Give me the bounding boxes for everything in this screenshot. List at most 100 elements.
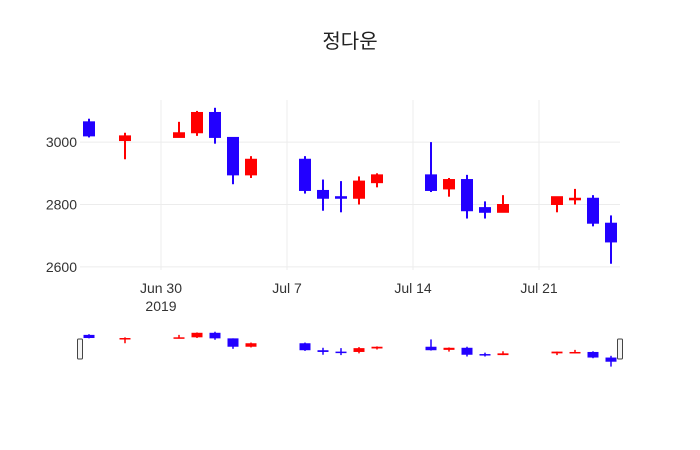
- slider-candle-body: [425, 346, 437, 351]
- slider-candle-body: [227, 338, 239, 347]
- slider-candle: [461, 346, 473, 357]
- slider-candle-body: [353, 348, 365, 352]
- slider-candle: [317, 347, 329, 355]
- candle: [83, 118, 95, 138]
- candle: [245, 156, 257, 178]
- candles: [83, 107, 617, 264]
- candle-body: [587, 197, 599, 224]
- slider-candle: [353, 347, 365, 354]
- candle: [191, 110, 203, 136]
- y-tick-label: 2800: [46, 196, 77, 212]
- candle-body: [299, 158, 311, 191]
- slider-candle: [497, 351, 509, 356]
- slider-candle: [443, 347, 455, 352]
- candle-body: [371, 174, 383, 184]
- slider-candle-body: [83, 334, 95, 339]
- candle: [479, 201, 491, 219]
- slider-candle: [569, 349, 581, 354]
- candle-body: [443, 179, 455, 190]
- slider-candle: [551, 351, 563, 356]
- slider-candle-body: [461, 347, 473, 355]
- candle-body: [353, 180, 365, 199]
- candle: [209, 107, 221, 144]
- slider-candle: [173, 334, 185, 339]
- candle: [371, 173, 383, 188]
- candle-body: [245, 158, 257, 176]
- slider-candle-body: [497, 353, 509, 356]
- slider-candle: [371, 346, 383, 350]
- slider-candle-body: [299, 343, 311, 351]
- slider-candle-body: [371, 346, 383, 349]
- candle-body: [83, 121, 95, 137]
- slider-candle-body: [443, 347, 455, 350]
- candle-body: [605, 222, 617, 243]
- slider-candle-body: [317, 350, 329, 352]
- candle-body: [209, 111, 221, 138]
- x-tick-label: Jul 14: [394, 280, 432, 296]
- x-tick-label: Jun 30: [140, 280, 182, 296]
- slider-candle: [119, 337, 131, 344]
- range-slider[interactable]: [77, 331, 623, 367]
- slider-candle: [587, 351, 599, 359]
- slider-candle-body: [191, 332, 203, 338]
- slider-candle: [335, 348, 347, 356]
- gridlines: [80, 100, 620, 270]
- slider-candle-body: [173, 337, 185, 339]
- y-tick-label: 3000: [46, 134, 77, 150]
- slider-candle: [227, 338, 239, 349]
- slider-candle: [299, 342, 311, 351]
- slider-candle: [209, 331, 221, 340]
- candle: [335, 181, 347, 213]
- candle: [605, 215, 617, 264]
- candle: [317, 179, 329, 211]
- candle: [353, 176, 365, 205]
- candle: [551, 196, 563, 213]
- x-axis: Jun 30 2019 Jul 7 Jul 14 Jul 21: [140, 280, 558, 314]
- slider-handle-left[interactable]: [77, 338, 83, 360]
- slider-candle: [425, 339, 437, 351]
- candle: [569, 188, 581, 205]
- candle-body: [461, 179, 473, 212]
- slider-candle-body: [569, 351, 581, 354]
- slider-candle-body: [605, 357, 617, 362]
- slider-candle-body: [587, 351, 599, 358]
- slider-candle-body: [335, 351, 347, 354]
- slider-candle: [83, 334, 95, 339]
- slider-candle-body: [119, 338, 131, 340]
- candle: [227, 136, 239, 185]
- candle-body: [551, 196, 563, 205]
- slider-candle-body: [245, 343, 257, 347]
- candle-body: [497, 203, 509, 213]
- candle: [173, 121, 185, 138]
- candle: [119, 132, 131, 160]
- candle-body: [317, 189, 329, 199]
- slider-candle-body: [551, 351, 563, 354]
- candle: [497, 195, 509, 213]
- candle-body: [173, 132, 185, 138]
- x-tick-label: Jul 7: [272, 280, 302, 296]
- candle: [425, 142, 437, 193]
- candle-body: [335, 196, 347, 199]
- slider-candle: [479, 352, 491, 357]
- slider-handle-right[interactable]: [617, 338, 623, 360]
- slider-candle-body: [479, 354, 491, 356]
- y-axis: 2600 2800 3000: [46, 134, 77, 275]
- slider-candle-body: [209, 332, 221, 339]
- candle: [299, 156, 311, 194]
- slider-candle: [605, 355, 617, 367]
- candle: [461, 174, 473, 219]
- candle-body: [425, 174, 437, 191]
- slider-candle: [245, 342, 257, 348]
- candle: [587, 195, 599, 227]
- slider-candle: [191, 332, 203, 339]
- candle-body: [119, 135, 131, 142]
- candle-body: [227, 136, 239, 176]
- x-tick-sublabel: 2019: [145, 298, 176, 314]
- candle: [443, 177, 455, 197]
- candle-body: [569, 197, 581, 201]
- candle-body: [191, 111, 203, 134]
- x-tick-label: Jul 21: [520, 280, 558, 296]
- y-tick-label: 2600: [46, 259, 77, 275]
- chart-title: 정다운: [322, 29, 377, 53]
